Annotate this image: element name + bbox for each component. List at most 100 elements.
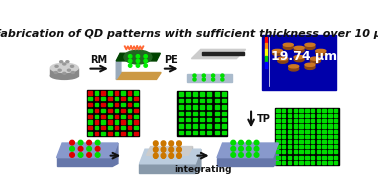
Ellipse shape <box>283 45 293 49</box>
Bar <box>95 91 98 95</box>
Bar <box>288 150 291 154</box>
Bar <box>276 156 280 159</box>
Ellipse shape <box>305 65 315 69</box>
Bar <box>282 135 285 138</box>
Bar <box>299 161 303 164</box>
Ellipse shape <box>294 46 304 49</box>
Bar <box>108 126 112 129</box>
Bar <box>305 130 308 133</box>
Bar <box>87 90 139 136</box>
Bar <box>265 62 267 68</box>
Polygon shape <box>139 149 201 164</box>
Bar <box>299 125 303 128</box>
Bar <box>282 125 285 128</box>
Bar <box>222 124 226 128</box>
Ellipse shape <box>294 48 304 53</box>
Bar <box>328 150 332 154</box>
Ellipse shape <box>60 61 63 63</box>
Bar <box>121 103 125 106</box>
Circle shape <box>254 146 259 151</box>
Circle shape <box>177 147 181 152</box>
Circle shape <box>212 78 215 81</box>
Bar <box>334 125 338 128</box>
Bar <box>115 120 118 124</box>
Circle shape <box>177 141 181 145</box>
Ellipse shape <box>316 51 326 56</box>
Bar <box>311 156 314 159</box>
Circle shape <box>161 142 166 146</box>
Circle shape <box>202 74 205 77</box>
Bar <box>322 135 326 138</box>
Bar <box>262 35 336 90</box>
Bar <box>50 68 78 76</box>
Bar <box>294 145 297 148</box>
Bar <box>311 125 314 128</box>
Bar <box>208 99 211 102</box>
Bar <box>186 92 190 96</box>
Bar <box>288 109 291 112</box>
Bar <box>334 114 338 117</box>
Bar <box>305 119 308 122</box>
Ellipse shape <box>278 57 288 60</box>
Polygon shape <box>202 52 244 55</box>
Bar <box>193 118 197 121</box>
Bar <box>200 124 204 128</box>
Bar <box>101 126 105 129</box>
Bar <box>317 161 320 164</box>
Circle shape <box>161 154 166 158</box>
Circle shape <box>78 140 83 145</box>
Polygon shape <box>57 158 112 166</box>
Bar <box>95 115 98 118</box>
Circle shape <box>78 153 83 157</box>
Bar <box>179 99 183 102</box>
Bar <box>134 91 138 95</box>
Bar <box>305 140 308 143</box>
Circle shape <box>221 74 224 77</box>
Ellipse shape <box>305 63 315 66</box>
Bar <box>128 103 132 106</box>
Bar <box>305 109 308 112</box>
Bar <box>334 130 338 133</box>
Bar <box>208 131 211 134</box>
Circle shape <box>144 55 147 58</box>
Bar <box>265 43 267 49</box>
Bar <box>200 99 204 102</box>
Bar <box>95 97 98 100</box>
Ellipse shape <box>273 49 282 53</box>
Bar <box>282 161 285 164</box>
Bar <box>322 125 326 128</box>
Bar <box>88 97 92 100</box>
Bar <box>215 118 218 121</box>
Polygon shape <box>146 155 188 161</box>
Bar <box>186 131 190 134</box>
Bar <box>294 161 297 164</box>
Ellipse shape <box>310 59 321 63</box>
Circle shape <box>153 153 158 158</box>
Bar <box>95 132 98 135</box>
Bar <box>322 150 326 154</box>
Bar <box>282 156 285 159</box>
Bar <box>282 130 285 133</box>
Bar <box>101 115 105 118</box>
Bar <box>121 120 125 124</box>
Circle shape <box>246 140 251 145</box>
Bar <box>305 156 308 159</box>
Ellipse shape <box>294 56 304 59</box>
Bar <box>317 109 320 112</box>
Bar <box>334 135 338 138</box>
Bar <box>200 112 204 115</box>
Bar <box>200 92 204 96</box>
Bar <box>276 109 280 112</box>
Bar <box>275 108 339 165</box>
Circle shape <box>239 146 243 151</box>
Bar <box>101 120 105 124</box>
Bar <box>322 161 326 164</box>
Bar <box>108 103 112 106</box>
Bar <box>322 145 326 148</box>
Bar <box>101 91 105 95</box>
Bar <box>328 145 332 148</box>
Bar <box>328 140 332 143</box>
Ellipse shape <box>316 49 326 53</box>
Circle shape <box>154 154 158 158</box>
Bar <box>95 103 98 106</box>
